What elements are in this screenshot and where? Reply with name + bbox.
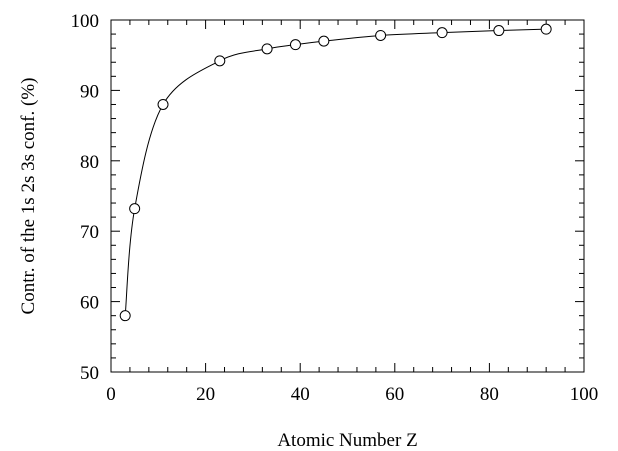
x-tick-label: 40 — [291, 384, 310, 405]
data-point — [436, 27, 448, 39]
data-point — [157, 98, 169, 110]
major-ticks — [110, 19, 585, 373]
data-point — [375, 29, 387, 41]
y-tick-label: 60 — [80, 293, 99, 314]
y-tick-label: 80 — [80, 152, 99, 173]
y-tick-labels: 50 60 70 80 90 100 — [71, 11, 100, 384]
data-point — [129, 203, 141, 215]
x-tick-label: 20 — [196, 384, 215, 405]
y-tick-label: 100 — [71, 11, 100, 32]
y-tick-label: 50 — [80, 363, 99, 384]
data-point — [493, 25, 505, 37]
x-tick-label: 100 — [570, 384, 599, 405]
data-markers — [119, 23, 552, 322]
y-tick-label: 70 — [80, 222, 99, 243]
x-tick-label: 80 — [480, 384, 499, 405]
minor-ticks — [111, 20, 584, 372]
data-point — [119, 310, 131, 322]
data-point — [214, 55, 226, 67]
x-axis-label: Atomic Number Z — [277, 430, 417, 451]
x-tick-label: 0 — [106, 384, 116, 405]
series-line — [124, 28, 547, 316]
data-point — [289, 39, 301, 51]
data-point — [540, 23, 552, 35]
plot-frame — [110, 19, 585, 373]
y-axis-label: Contr. of the 1s 2s 3s conf. (%) — [18, 78, 39, 315]
x-tick-label: 60 — [385, 384, 404, 405]
y-tick-label: 90 — [80, 81, 99, 102]
data-point — [261, 43, 273, 55]
x-tick-labels: 0 20 40 60 80 100 — [106, 384, 598, 405]
data-point — [318, 35, 330, 47]
